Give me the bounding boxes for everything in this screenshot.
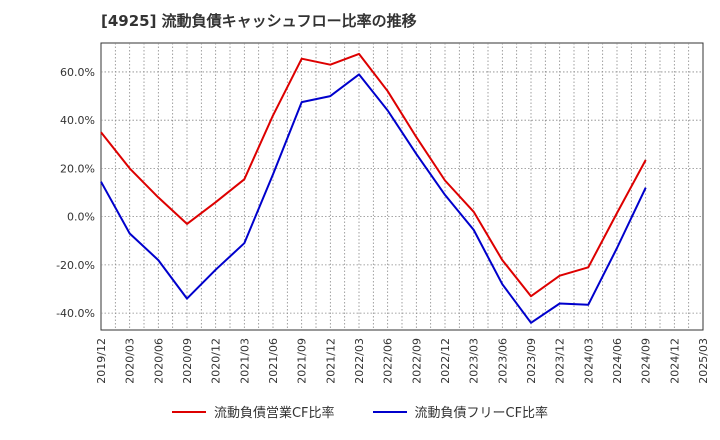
x-tick-label: 2020/09 xyxy=(181,338,194,384)
y-tick-label: 20.0% xyxy=(60,162,95,175)
x-tick-label: 2023/09 xyxy=(525,338,538,384)
y-axis-ticks: 60.0% 40.0% 20.0% 0.0% -20.0% -40.0% xyxy=(56,66,95,320)
horizontal-gridlines xyxy=(101,71,703,314)
legend-label-free-cf: 流動負債フリーCF比率 xyxy=(414,406,549,421)
x-tick-label: 2020/06 xyxy=(152,338,165,384)
legend: 流動負債営業CF比率 流動負債フリーCF比率 xyxy=(0,402,720,421)
legend-swatch-operating-cf xyxy=(171,410,206,413)
legend-label-operating-cf: 流動負債営業CF比率 xyxy=(213,406,335,421)
x-tick-label: 2023/12 xyxy=(554,338,567,384)
x-tick-label: 2023/03 xyxy=(468,338,481,384)
x-tick-label: 2024/03 xyxy=(582,338,595,384)
series-line-free-cf xyxy=(100,73,647,324)
x-tick-label: 2019/12 xyxy=(95,338,108,384)
legend-item-free-cf: 流動負債フリーCF比率 xyxy=(372,402,549,421)
legend-swatch-free-cf xyxy=(372,410,407,413)
x-tick-label: 2020/03 xyxy=(124,338,137,384)
y-tick-label: 40.0% xyxy=(60,114,95,127)
x-tick-label: 2021/09 xyxy=(296,338,309,384)
x-tick-label: 2021/12 xyxy=(324,338,337,384)
y-tick-label: 0.0% xyxy=(67,211,95,224)
x-tick-label: 2022/06 xyxy=(382,338,395,384)
x-tick-label: 2024/09 xyxy=(640,338,653,384)
x-tick-label: 2024/06 xyxy=(611,338,624,384)
legend-item-operating-cf: 流動負債営業CF比率 xyxy=(171,402,335,421)
chart-title: [4925] 流動負債キャッシュフロー比率の推移 xyxy=(101,12,417,30)
x-axis-ticks: 2019/12 2020/03 2020/06 2020/09 2020/12 2021/… xyxy=(95,338,710,384)
y-tick-label: -40.0% xyxy=(56,307,95,320)
x-tick-label: 2021/03 xyxy=(238,338,251,384)
x-tick-label: 2022/09 xyxy=(410,338,423,384)
series-lines xyxy=(100,52,647,324)
x-tick-label: 2022/12 xyxy=(439,338,452,384)
x-tick-label: 2022/03 xyxy=(353,338,366,384)
series-line-operating-cf xyxy=(100,52,647,298)
x-tick-label: 2024/12 xyxy=(668,338,681,384)
x-tick-label: 2020/12 xyxy=(210,338,223,384)
x-tick-label: 2025/03 xyxy=(697,338,710,384)
x-tick-label: 2021/06 xyxy=(267,338,280,384)
x-tick-label: 2023/06 xyxy=(496,338,509,384)
y-tick-label: 60.0% xyxy=(60,66,95,79)
y-tick-label: -20.0% xyxy=(56,259,95,272)
line-chart: 60.0%40.0%20.0%0.0%-20.0%-40.0% 2019/12 2… xyxy=(56,42,710,384)
